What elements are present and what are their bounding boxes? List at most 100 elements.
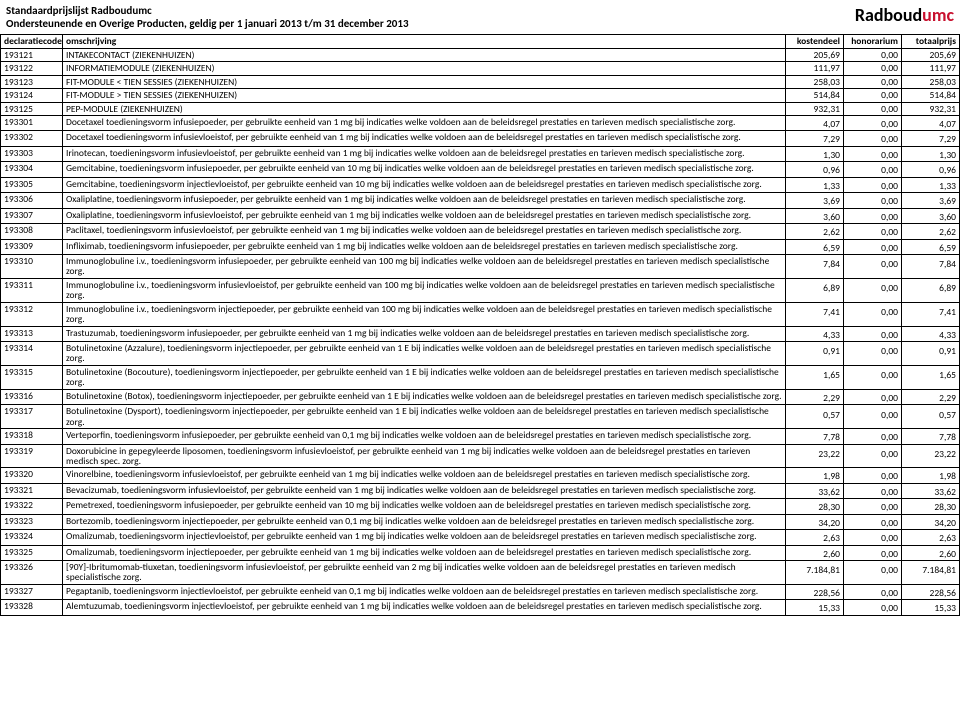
cell-kostendeel: 2,60	[786, 548, 844, 561]
cell-code: 193304	[1, 162, 63, 177]
cell-desc: Gemcitabine, toedieningsvorm injectievlo…	[63, 177, 786, 192]
cell-totaalprijs: 2,63	[902, 532, 960, 545]
cell-honorarium: 0,00	[844, 345, 902, 365]
cell-honorarium: 0,00	[844, 548, 902, 561]
cell-code: 193123	[1, 75, 63, 88]
cell-kostendeel: 3,60	[786, 211, 844, 224]
cell-code: 193310	[1, 254, 63, 278]
cell-code: 193324	[1, 530, 63, 545]
col-honorarium: honorarium	[844, 35, 902, 48]
cell-code: 193308	[1, 224, 63, 239]
cell-desc: PEP-MODULE (ZIEKENHUIZEN)	[63, 102, 786, 115]
cell-desc: Doxorubicine in gepegyleerde liposomen, …	[63, 444, 786, 468]
cell-totaalprijs: 6,89	[902, 282, 960, 302]
cell-honorarium: 0,00	[844, 258, 902, 278]
cell-desc: Paclitaxel, toedieningsvorm infusievloei…	[63, 224, 786, 239]
title-line-2: Ondersteunende en Overige Producten, gel…	[6, 17, 409, 30]
cell-code: 193328	[1, 600, 63, 615]
cell-totaalprijs: 7,84	[902, 258, 960, 278]
cell-code: 193301	[1, 116, 63, 131]
cell-code: 193305	[1, 177, 63, 192]
title-block: Standaardprijslijst Radboudumc Ondersteu…	[6, 4, 409, 30]
cell-honorarium: 0,00	[844, 369, 902, 389]
cell-desc: Bortezomib, toedieningsvorm injectiepoed…	[63, 514, 786, 529]
cell-code: 193317	[1, 405, 63, 429]
cell-code: 193313	[1, 326, 63, 341]
cell-desc: FIT-MODULE < TIEN SESSIES (ZIEKENHUIZEN)	[63, 75, 786, 88]
cell-kostendeel: 6,59	[786, 242, 844, 255]
cell-honorarium: 0,00	[844, 392, 902, 405]
cell-honorarium: 0,00	[844, 501, 902, 514]
cell-desc: Pemetrexed, toedieningsvorm infusiepoede…	[63, 499, 786, 514]
cell-kostendeel: 0,57	[786, 409, 844, 429]
table-header-row: declaratiecode omschrijving kostendeel h…	[1, 35, 960, 48]
cell-honorarium: 0,00	[844, 486, 902, 499]
cell-desc: Vinorelbine, toedieningsvorm infusievloe…	[63, 468, 786, 483]
cell-honorarium: 0,00	[844, 587, 902, 600]
cell-kostendeel: 28,30	[786, 501, 844, 514]
cell-desc: Gemcitabine, toedieningsvorm infusiepoed…	[63, 162, 786, 177]
cell-totaalprijs: 6,59	[902, 242, 960, 255]
cell-code: 193316	[1, 389, 63, 404]
cell-totaalprijs: 4,33	[902, 329, 960, 342]
cell-desc: Immunoglobuline i.v., toedieningsvorm in…	[63, 278, 786, 302]
col-code: declaratiecode	[1, 35, 63, 48]
cell-honorarium: 0,00	[844, 242, 902, 255]
cell-desc: Oxaliplatine, toedieningsvorm infusiepoe…	[63, 193, 786, 208]
cell-code: 193323	[1, 514, 63, 529]
cell-honorarium: 0,00	[844, 517, 902, 530]
cell-honorarium: 0,00	[844, 532, 902, 545]
cell-kostendeel: 33,62	[786, 486, 844, 499]
logo-part-2: umc	[922, 4, 954, 26]
cell-kostendeel: 2,29	[786, 392, 844, 405]
cell-totaalprijs: 228,56	[902, 587, 960, 600]
cell-totaalprijs: 258,03	[902, 75, 960, 88]
table-body: 193121INTAKECONTACT (ZIEKENHUIZEN)205,69…	[1, 48, 960, 615]
cell-totaalprijs: 15,33	[902, 602, 960, 615]
cell-code: 193309	[1, 239, 63, 254]
cell-desc: Botulinetoxine (Dysport), toedieningsvor…	[63, 405, 786, 429]
cell-code: 193326	[1, 561, 63, 585]
cell-code: 193325	[1, 545, 63, 560]
cell-totaalprijs: 0,96	[902, 164, 960, 177]
cell-desc: Bevacizumab, toedieningsvorm infusievloe…	[63, 483, 786, 498]
cell-code: 193124	[1, 89, 63, 102]
cell-code: 193306	[1, 193, 63, 208]
cell-desc: Irinotecan, toedieningsvorm infusievloei…	[63, 146, 786, 161]
cell-totaalprijs: 1,65	[902, 369, 960, 389]
cell-totaalprijs: 111,97	[902, 62, 960, 75]
cell-desc: Botulinetoxine (Bocouture), toedieningsv…	[63, 365, 786, 389]
cell-kostendeel: 1,30	[786, 149, 844, 162]
table-row: 193125PEP-MODULE (ZIEKENHUIZEN)932,310,0…	[1, 102, 960, 115]
cell-kostendeel: 258,03	[786, 75, 844, 88]
cell-honorarium: 0,00	[844, 133, 902, 146]
cell-honorarium: 0,00	[844, 195, 902, 208]
cell-code: 193311	[1, 278, 63, 302]
col-totaalprijs: totaalprijs	[902, 35, 960, 48]
cell-totaalprijs: 7.184,81	[902, 564, 960, 584]
cell-kostendeel: 6,89	[786, 282, 844, 302]
cell-totaalprijs: 0,91	[902, 345, 960, 365]
cell-kostendeel: 3,69	[786, 195, 844, 208]
cell-desc: INTAKECONTACT (ZIEKENHUIZEN)	[63, 48, 786, 61]
table-row: 193123FIT-MODULE < TIEN SESSIES (ZIEKENH…	[1, 75, 960, 88]
cell-totaalprijs: 34,20	[902, 517, 960, 530]
cell-code: 193122	[1, 62, 63, 75]
cell-honorarium: 0,00	[844, 282, 902, 302]
cell-desc: Omalizumab, toedieningsvorm injectiepoed…	[63, 545, 786, 560]
cell-totaalprijs: 932,31	[902, 102, 960, 115]
table-row: 193122INFORMATIEMODULE (ZIEKENHUIZEN)111…	[1, 62, 960, 75]
cell-desc: Botulinetoxine (Botox), toedieningsvorm …	[63, 389, 786, 404]
cell-code: 193312	[1, 302, 63, 326]
price-table: declaratiecode omschrijving kostendeel h…	[0, 34, 960, 615]
cell-desc: Docetaxel toedieningsvorm infusievloeist…	[63, 131, 786, 146]
cell-honorarium: 0,00	[844, 149, 902, 162]
cell-code: 193327	[1, 584, 63, 599]
cell-kostendeel: 7,29	[786, 133, 844, 146]
cell-kostendeel: 7,41	[786, 306, 844, 326]
cell-honorarium: 0,00	[844, 431, 902, 444]
cell-kostendeel: 1,33	[786, 180, 844, 193]
cell-totaalprijs: 2,62	[902, 226, 960, 239]
cell-desc: Docetaxel toedieningsvorm infusiepoeder,…	[63, 116, 786, 131]
cell-kostendeel: 111,97	[786, 62, 844, 75]
